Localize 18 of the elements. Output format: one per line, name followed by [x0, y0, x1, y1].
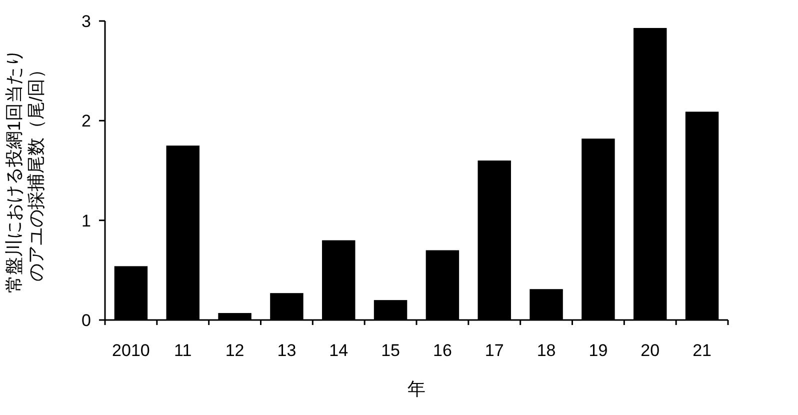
y-tick-label: 0 — [82, 311, 91, 330]
y-tick-label: 2 — [82, 112, 91, 131]
x-tick-label: 15 — [381, 341, 400, 360]
x-tick-label: 13 — [277, 341, 296, 360]
x-axis-title: 年 — [408, 379, 426, 399]
x-tick-label: 21 — [692, 341, 712, 360]
x-tick-label: 20 — [640, 341, 660, 360]
x-tick-label: 14 — [329, 341, 348, 360]
x-tick-label: 17 — [484, 341, 504, 360]
y-tick-label: 1 — [82, 211, 91, 230]
x-tick-label: 2010 — [112, 341, 150, 360]
x-tick-label: 16 — [432, 341, 452, 360]
y-axis-title: 常盤川における投網1回当たりのアユの採捕尾数（尾/回） — [3, 48, 47, 295]
x-tick-label: 12 — [225, 341, 244, 360]
x-tick-label: 18 — [536, 341, 556, 360]
x-tick-label: 11 — [174, 341, 192, 360]
x-tick-label: 19 — [588, 341, 608, 360]
y-tick-label: 3 — [82, 12, 91, 31]
